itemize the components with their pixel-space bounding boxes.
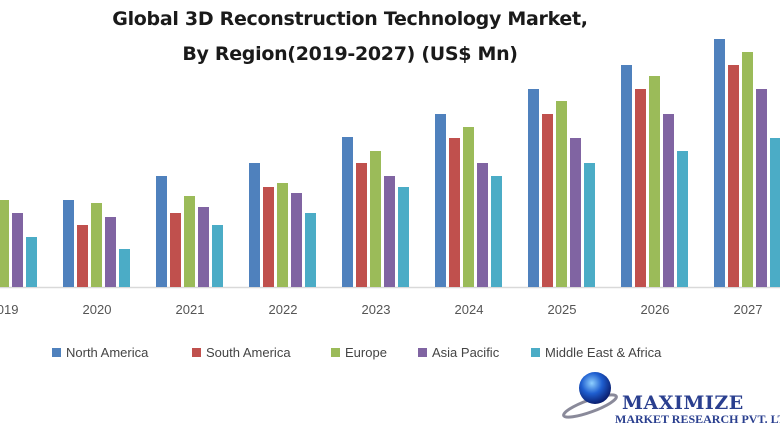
legend-swatch <box>418 348 427 357</box>
bar-europe-2021 <box>184 196 195 287</box>
bar-north-america-2026 <box>621 65 632 287</box>
legend-label: Middle East & Africa <box>545 345 662 360</box>
legend: North America South America Europe Asia Pac… <box>0 345 780 365</box>
logo: MAXIMIZE MARKET RESEARCH PVT. LTD. <box>560 366 780 436</box>
bar-asia-pacific-2025 <box>570 138 581 287</box>
bar-europe-2025 <box>556 101 567 287</box>
bar-chart: 2019 2020 2021 2022 2023 2024 2025 2026 2027 <box>0 39 780 317</box>
legend-swatch <box>52 348 61 357</box>
bar-south-america-2022 <box>263 187 274 287</box>
bar-asia-pacific-2022 <box>291 193 302 287</box>
bar-south-america-2027 <box>728 65 739 287</box>
bar-south-america-2021 <box>170 213 181 287</box>
legend-swatch <box>192 348 201 357</box>
x-tick-label: 2020 <box>83 302 112 317</box>
chart-title: Global 3D Reconstruction Technology Mark… <box>112 8 588 30</box>
x-tick-label: 2025 <box>548 302 577 317</box>
legend-item: North America <box>52 345 148 360</box>
bar-north-america-2022 <box>249 163 260 287</box>
x-tick-label: 2026 <box>641 302 670 317</box>
bar-north-america-2021 <box>156 176 167 287</box>
legend-label: North America <box>66 345 149 360</box>
bar-south-america-2023 <box>356 163 367 287</box>
bar-asia-pacific-2024 <box>477 163 488 287</box>
bar-north-america-2027 <box>714 39 725 287</box>
x-tick-label: 2019 <box>0 302 18 317</box>
bar-north-america-2025 <box>528 89 539 287</box>
logo-subtext: MARKET RESEARCH PVT. LTD. <box>615 412 780 426</box>
bar-europe-2020 <box>91 203 102 287</box>
bar-north-america-2024 <box>435 114 446 287</box>
globe-icon <box>562 372 618 419</box>
bar-europe-2026 <box>649 76 660 287</box>
x-tick-label: 2027 <box>734 302 763 317</box>
bar-south-america-2025 <box>542 114 553 287</box>
bar-middle-east-africa-2019 <box>26 237 37 287</box>
bar-asia-pacific-2020 <box>105 217 116 287</box>
bar-asia-pacific-2026 <box>663 114 674 287</box>
bar-europe-2023 <box>370 151 381 287</box>
bar-middle-east-africa-2020 <box>119 249 130 287</box>
legend-label: Asia Pacific <box>432 345 500 360</box>
bar-north-america-2023 <box>342 137 353 287</box>
bar-middle-east-africa-2026 <box>677 151 688 287</box>
logo-text: MAXIMIZE <box>622 392 744 414</box>
bar-south-america-2026 <box>635 89 646 287</box>
bar-asia-pacific-2021 <box>198 207 209 287</box>
bar-europe-2024 <box>463 127 474 287</box>
legend-item: Middle East & Africa <box>531 345 661 360</box>
legend-item: Asia Pacific <box>418 345 499 360</box>
x-tick-label: 2022 <box>269 302 298 317</box>
bar-asia-pacific-2023 <box>384 176 395 287</box>
legend-item: South America <box>192 345 291 360</box>
x-tick-label: 2024 <box>455 302 484 317</box>
legend-label: Europe <box>345 345 387 360</box>
x-tick-label: 2023 <box>362 302 391 317</box>
bar-middle-east-africa-2023 <box>398 187 409 287</box>
bar-middle-east-africa-2027 <box>770 138 780 287</box>
legend-label: South America <box>206 345 291 360</box>
bar-middle-east-africa-2022 <box>305 213 316 287</box>
chart-subtitle: By Region(2019-2027) (US$ Mn) <box>182 43 518 65</box>
bar-europe-2022 <box>277 183 288 287</box>
bar-asia-pacific-2019 <box>12 213 23 287</box>
bar-europe-2019 <box>0 200 9 287</box>
bar-south-america-2020 <box>77 225 88 287</box>
x-tick-label: 2021 <box>176 302 205 317</box>
legend-item: Europe <box>331 345 387 360</box>
bar-asia-pacific-2027 <box>756 89 767 287</box>
bar-middle-east-africa-2024 <box>491 176 502 287</box>
legend-swatch <box>531 348 540 357</box>
legend-swatch <box>331 348 340 357</box>
bar-north-america-2020 <box>63 200 74 287</box>
bar-south-america-2024 <box>449 138 460 287</box>
bar-middle-east-africa-2025 <box>584 163 595 287</box>
bar-europe-2027 <box>742 52 753 287</box>
bar-middle-east-africa-2021 <box>212 225 223 287</box>
